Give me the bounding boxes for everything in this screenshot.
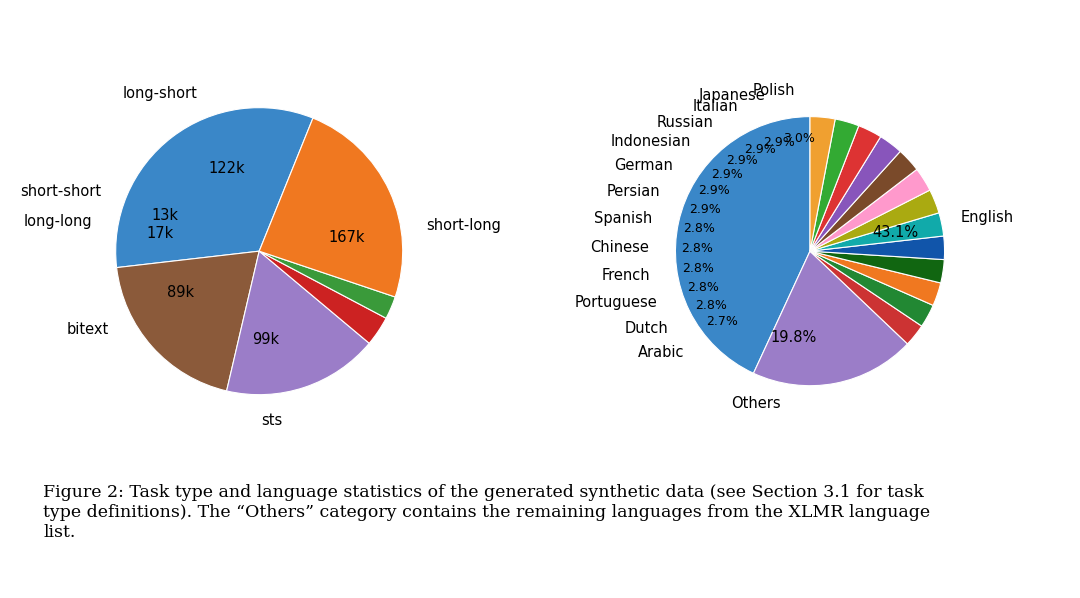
Wedge shape (810, 137, 901, 251)
Text: Indonesian: Indonesian (611, 134, 691, 150)
Wedge shape (810, 126, 880, 251)
Text: 2.8%: 2.8% (681, 242, 713, 255)
Text: 43.1%: 43.1% (873, 225, 918, 240)
Text: 99k: 99k (253, 332, 280, 347)
Wedge shape (259, 251, 386, 343)
Text: sts: sts (261, 413, 283, 428)
Text: 19.8%: 19.8% (770, 329, 816, 344)
Wedge shape (116, 108, 313, 268)
Text: long-long: long-long (24, 214, 93, 229)
Text: 2.8%: 2.8% (683, 262, 714, 274)
Text: 2.9%: 2.9% (689, 203, 721, 216)
Wedge shape (810, 190, 939, 251)
Text: Arabic: Arabic (637, 344, 684, 359)
Wedge shape (810, 251, 944, 283)
Wedge shape (675, 117, 810, 373)
Text: English: English (961, 210, 1014, 225)
Text: 2.7%: 2.7% (706, 315, 738, 328)
Text: 2.9%: 2.9% (699, 184, 730, 197)
Text: short-long: short-long (427, 218, 501, 233)
Text: 2.9%: 2.9% (711, 168, 743, 181)
Wedge shape (810, 117, 835, 251)
Text: Portuguese: Portuguese (575, 295, 657, 310)
Text: 2.8%: 2.8% (696, 299, 727, 312)
Wedge shape (810, 119, 859, 251)
Text: 2.9%: 2.9% (762, 136, 795, 149)
Text: 89k: 89k (166, 285, 193, 300)
Text: Dutch: Dutch (624, 322, 669, 337)
Wedge shape (754, 251, 907, 386)
Wedge shape (117, 251, 259, 391)
Wedge shape (227, 251, 369, 395)
Text: Italian: Italian (692, 99, 738, 114)
Text: 2.8%: 2.8% (684, 222, 715, 235)
Wedge shape (810, 151, 917, 251)
Wedge shape (810, 236, 945, 260)
Text: short-short: short-short (19, 184, 100, 199)
Text: 2.9%: 2.9% (744, 144, 775, 157)
Wedge shape (810, 169, 930, 251)
Text: 3.0%: 3.0% (783, 132, 815, 145)
Text: Russian: Russian (657, 115, 713, 130)
Text: 13k: 13k (152, 208, 179, 223)
Text: bitext: bitext (67, 322, 109, 337)
Text: 17k: 17k (147, 226, 174, 241)
Text: Japanese: Japanese (699, 89, 766, 103)
Text: 167k: 167k (329, 230, 365, 245)
Text: Polish: Polish (753, 83, 795, 98)
Wedge shape (259, 251, 395, 318)
Wedge shape (810, 213, 944, 251)
Text: 122k: 122k (208, 161, 245, 176)
Wedge shape (810, 251, 933, 326)
Text: Others: Others (731, 396, 781, 411)
Wedge shape (810, 251, 921, 344)
Text: Spanish: Spanish (594, 212, 652, 227)
Text: Figure 2: Task type and language statistics of the generated synthetic data (see: Figure 2: Task type and language statist… (43, 484, 930, 541)
Text: long-short: long-short (123, 86, 198, 101)
Text: French: French (602, 268, 650, 283)
Wedge shape (810, 251, 941, 306)
Text: Persian: Persian (607, 184, 660, 199)
Text: 2.9%: 2.9% (726, 154, 758, 167)
Text: Chinese: Chinese (590, 240, 649, 255)
Text: 2.8%: 2.8% (687, 281, 719, 294)
Text: German: German (615, 158, 674, 173)
Wedge shape (259, 118, 403, 297)
